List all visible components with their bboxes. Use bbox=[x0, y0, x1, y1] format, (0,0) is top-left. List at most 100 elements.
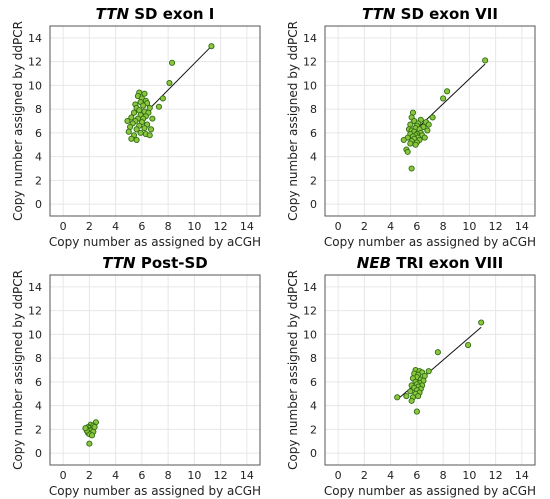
y-tick-label: 14 bbox=[28, 32, 42, 45]
data-point bbox=[429, 114, 436, 121]
x-tick-label: 2 bbox=[86, 220, 93, 233]
x-tick-label: 10 bbox=[462, 469, 476, 482]
y-tick-label: 6 bbox=[310, 376, 317, 389]
chart-panel-ttn-sd-exon-i: TTN SD exon I 0 0 2 2 4 4 6 6 8 8 10 10 12 12 14 14 Copy … bbox=[0, 0, 275, 249]
data-point bbox=[407, 140, 414, 147]
x-tick-label: 8 bbox=[440, 220, 447, 233]
x-tick-label: 4 bbox=[112, 469, 119, 482]
data-point bbox=[425, 121, 432, 128]
x-tick-label: 10 bbox=[187, 469, 201, 482]
data-point bbox=[400, 136, 407, 144]
y-tick-label: 12 bbox=[303, 305, 317, 318]
y-tick-label: 4 bbox=[310, 400, 317, 413]
data-point bbox=[88, 432, 96, 439]
chart-panel-neb-tri-exon-viii: NEB TRI exon VIII 0 0 2 2 4 4 6 6 8 8 10 10 12 12 14 14 C… bbox=[275, 249, 550, 499]
chart-title-rest: SD exon I bbox=[129, 5, 214, 23]
chart-title-gene: TTN bbox=[96, 5, 130, 23]
x-tick-label: 8 bbox=[165, 469, 172, 482]
data-point bbox=[133, 126, 140, 133]
x-tick-label: 0 bbox=[60, 469, 67, 482]
y-tick-label: 14 bbox=[28, 281, 42, 294]
y-tick-label: 14 bbox=[303, 281, 317, 294]
x-tick-label: 12 bbox=[489, 220, 503, 233]
data-point bbox=[146, 132, 153, 139]
data-point bbox=[166, 79, 173, 87]
y-tick-label: 0 bbox=[35, 447, 42, 460]
chart-title-rest: SD exon VII bbox=[395, 5, 498, 23]
x-tick-label: 12 bbox=[214, 220, 228, 233]
y-tick-label: 2 bbox=[35, 423, 42, 436]
plot-frame bbox=[49, 274, 261, 466]
data-point bbox=[159, 95, 166, 102]
chart-title-gene: TTN bbox=[102, 254, 136, 272]
chart-title: TTN SD exon I bbox=[96, 5, 215, 23]
x-tick-label: 2 bbox=[361, 469, 368, 482]
data-point bbox=[149, 115, 156, 122]
data-point bbox=[404, 148, 411, 155]
y-tick-label: 10 bbox=[303, 79, 317, 92]
x-tick-label: 2 bbox=[86, 469, 93, 482]
x-axis-label: Copy number as assigned by aCGH bbox=[49, 235, 261, 249]
data-point bbox=[133, 136, 140, 144]
y-tick-label: 12 bbox=[28, 56, 42, 69]
data-point bbox=[444, 88, 451, 95]
y-tick-label: 2 bbox=[35, 174, 42, 187]
chart-title: TTN SD exon VII bbox=[362, 5, 498, 23]
chart-panel-ttn-sd-exon-vii: TTN SD exon VII 0 0 2 2 4 4 6 6 8 8 10 10 12 12 14 14 Cop… bbox=[275, 0, 550, 249]
data-point bbox=[412, 141, 419, 148]
x-tick-label: 6 bbox=[413, 469, 420, 482]
y-tick-label: 12 bbox=[28, 305, 42, 318]
y-tick-label: 4 bbox=[35, 400, 42, 413]
plot-frame bbox=[324, 25, 536, 217]
data-point bbox=[130, 109, 138, 116]
data-point bbox=[425, 368, 432, 375]
data-point bbox=[141, 90, 148, 97]
y-tick-label: 2 bbox=[310, 423, 317, 436]
chart-title-rest: TRI exon VIII bbox=[391, 254, 503, 272]
data-point bbox=[421, 134, 428, 141]
y-axis-label: Copy number assigned by ddPCR bbox=[11, 21, 25, 221]
chart-title: TTN Post-SD bbox=[102, 254, 207, 272]
x-tick-label: 8 bbox=[440, 469, 447, 482]
x-tick-label: 0 bbox=[335, 220, 342, 233]
data-point bbox=[434, 349, 441, 356]
data-point bbox=[128, 135, 135, 142]
data-point bbox=[208, 43, 215, 50]
data-point bbox=[155, 103, 162, 110]
x-tick-label: 8 bbox=[165, 220, 172, 233]
y-tick-label: 8 bbox=[310, 103, 317, 116]
data-point bbox=[125, 128, 132, 135]
x-axis-label: Copy number as assigned by aCGH bbox=[324, 235, 536, 249]
y-tick-label: 2 bbox=[310, 174, 317, 187]
x-tick-label: 12 bbox=[214, 469, 228, 482]
y-tick-label: 8 bbox=[35, 103, 42, 116]
chart-title-gene: NEB bbox=[357, 254, 391, 272]
x-tick-label: 0 bbox=[335, 469, 342, 482]
data-point bbox=[413, 408, 420, 415]
data-point bbox=[141, 125, 148, 132]
scatter-chart-svg: TTN SD exon VII0022446688101012121414Cop… bbox=[286, 5, 536, 249]
data-point bbox=[169, 59, 176, 66]
y-axis-label: Copy number assigned by ddPCR bbox=[286, 21, 300, 221]
x-axis-label: Copy number as assigned by aCGH bbox=[324, 484, 536, 498]
data-point bbox=[407, 388, 414, 395]
data-point bbox=[86, 440, 93, 447]
x-tick-label: 2 bbox=[361, 220, 368, 233]
chart-title-rest: Post-SD bbox=[136, 254, 208, 272]
x-axis-label: Copy number as assigned by aCGH bbox=[49, 484, 261, 498]
y-tick-label: 6 bbox=[35, 127, 42, 140]
x-tick-label: 0 bbox=[60, 220, 67, 233]
x-tick-label: 14 bbox=[515, 220, 529, 233]
x-tick-label: 14 bbox=[515, 469, 529, 482]
plot-frame bbox=[49, 25, 261, 217]
x-tick-label: 12 bbox=[489, 469, 503, 482]
data-point bbox=[140, 102, 147, 109]
chart-panel-ttn-post-sd: TTN Post-SD 0 0 2 2 4 4 6 6 8 8 10 10 12 12 14 14 Copy nu… bbox=[0, 249, 275, 499]
data-point bbox=[403, 393, 410, 400]
y-axis-label: Copy number assigned by ddPCR bbox=[11, 270, 25, 470]
data-point bbox=[440, 95, 447, 102]
y-tick-label: 4 bbox=[35, 151, 42, 164]
data-point bbox=[148, 126, 155, 133]
y-tick-label: 6 bbox=[310, 127, 317, 140]
